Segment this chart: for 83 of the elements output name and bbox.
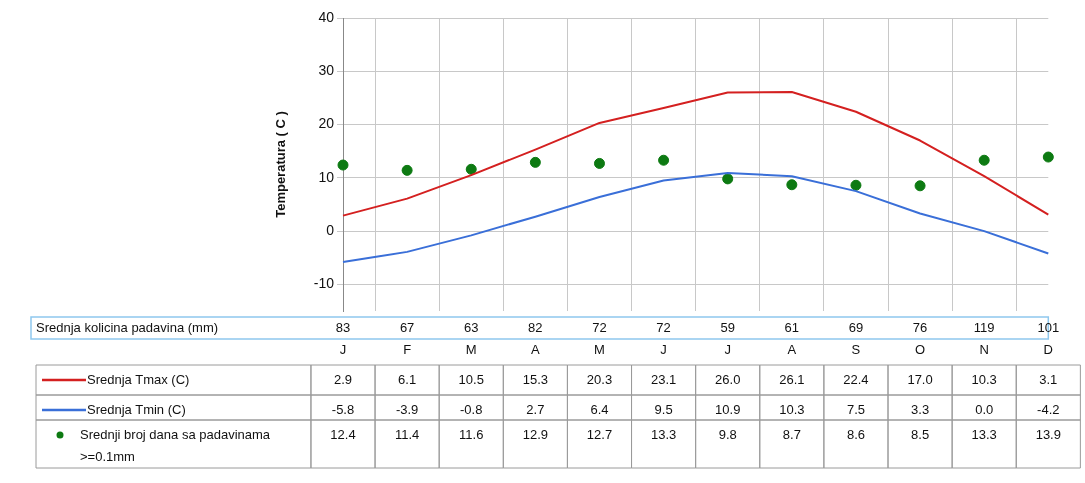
point — [658, 154, 670, 166]
data-label: 2.9 — [333, 371, 353, 387]
y-tick-label: 10 — [318, 168, 335, 185]
point — [1042, 151, 1054, 163]
data-label: 3.1 — [1039, 371, 1058, 387]
x-tick-label: A — [531, 342, 541, 358]
data-label: 2.7 — [526, 401, 545, 417]
y-axis-title: Temperatura ( C ) — [273, 111, 289, 218]
legend-label: Srednja Tmax (C) — [87, 371, 190, 387]
data-label: 0.0 — [975, 401, 994, 417]
data-label: 10.5 — [458, 371, 484, 387]
y-tick-label: 40 — [318, 8, 335, 25]
data-label: 6.4 — [590, 401, 609, 417]
data-label: 10.9 — [715, 401, 741, 417]
data-label: 8.5 — [911, 426, 930, 442]
data-label: 3.3 — [911, 401, 930, 417]
data-label: 23.1 — [650, 371, 677, 387]
x-tick-label: D — [1043, 342, 1053, 358]
point — [337, 159, 349, 171]
y-tick-label: -10 — [313, 275, 335, 292]
data-label: -3.9 — [395, 401, 419, 417]
data-label: 12.7 — [586, 426, 613, 442]
text: 83 — [335, 319, 351, 335]
data-label: 11.6 — [459, 426, 484, 442]
data-label: -5.8 — [331, 401, 355, 417]
legend-label: Srednji broj dana sa padavinama >=0.1mm — [80, 426, 271, 464]
x-tick-label: A — [787, 342, 797, 358]
point — [465, 163, 477, 175]
point — [722, 173, 734, 185]
point — [850, 179, 862, 191]
text: 63 — [464, 319, 479, 335]
x-tick-label: O — [915, 342, 926, 358]
text: 119 — [973, 319, 995, 335]
data-label: 22.4 — [843, 371, 869, 387]
data-label: 12.4 — [330, 426, 356, 442]
x-tick-label: J — [724, 342, 731, 358]
point — [593, 157, 605, 169]
point — [529, 156, 541, 168]
text: Srednja kolicina padavina (mm) — [36, 319, 219, 335]
point — [786, 179, 798, 191]
point — [401, 164, 413, 176]
data-label: 11.4 — [394, 426, 420, 442]
x-tick-label: S — [851, 342, 861, 358]
text: 59 — [720, 319, 735, 335]
text: 76 — [912, 319, 928, 335]
x-tick-label: J — [339, 342, 347, 358]
legend-label: Srednja Tmin (C) — [87, 401, 186, 417]
text: 72 — [592, 319, 607, 335]
text: 61 — [784, 319, 800, 335]
data-label: 6.1 — [398, 371, 417, 387]
data-label: 9.5 — [654, 401, 673, 417]
data-label: 17.0 — [907, 371, 933, 387]
point — [978, 154, 990, 166]
x-tick-label: J — [660, 342, 667, 358]
y-tick-label: 30 — [318, 62, 335, 79]
data-label: 20.3 — [586, 371, 613, 387]
text: 72 — [656, 319, 671, 335]
x-tick-label: M — [594, 342, 605, 358]
data-label: 13.9 — [1035, 426, 1061, 442]
x-tick-label: M — [465, 342, 477, 358]
x-tick-label: F — [403, 342, 412, 358]
data-label: 10.3 — [971, 371, 997, 387]
data-label: 9.8 — [718, 426, 737, 442]
data-label: 8.6 — [846, 426, 865, 442]
data-label: 15.3 — [522, 371, 549, 387]
data-label: -4.2 — [1037, 401, 1060, 417]
text: 101 — [1037, 319, 1060, 335]
data-label: 10.3 — [779, 401, 805, 417]
text: 69 — [848, 319, 864, 335]
data-label: 26.1 — [779, 371, 805, 387]
data-label: 12.9 — [522, 426, 549, 442]
data-label: 26.0 — [715, 371, 741, 387]
data-label: 13.3 — [971, 426, 997, 442]
y-tick-label: 20 — [318, 115, 335, 132]
y-tick-label: 0 — [326, 221, 335, 238]
text: 67 — [399, 319, 415, 335]
data-label: 13.3 — [650, 426, 677, 442]
data-label: 8.7 — [782, 426, 801, 442]
x-tick-label: N — [979, 342, 989, 358]
data-label: -0.8 — [460, 401, 483, 417]
point — [914, 180, 926, 192]
text: 82 — [528, 319, 543, 335]
data-label: 7.5 — [846, 401, 865, 417]
